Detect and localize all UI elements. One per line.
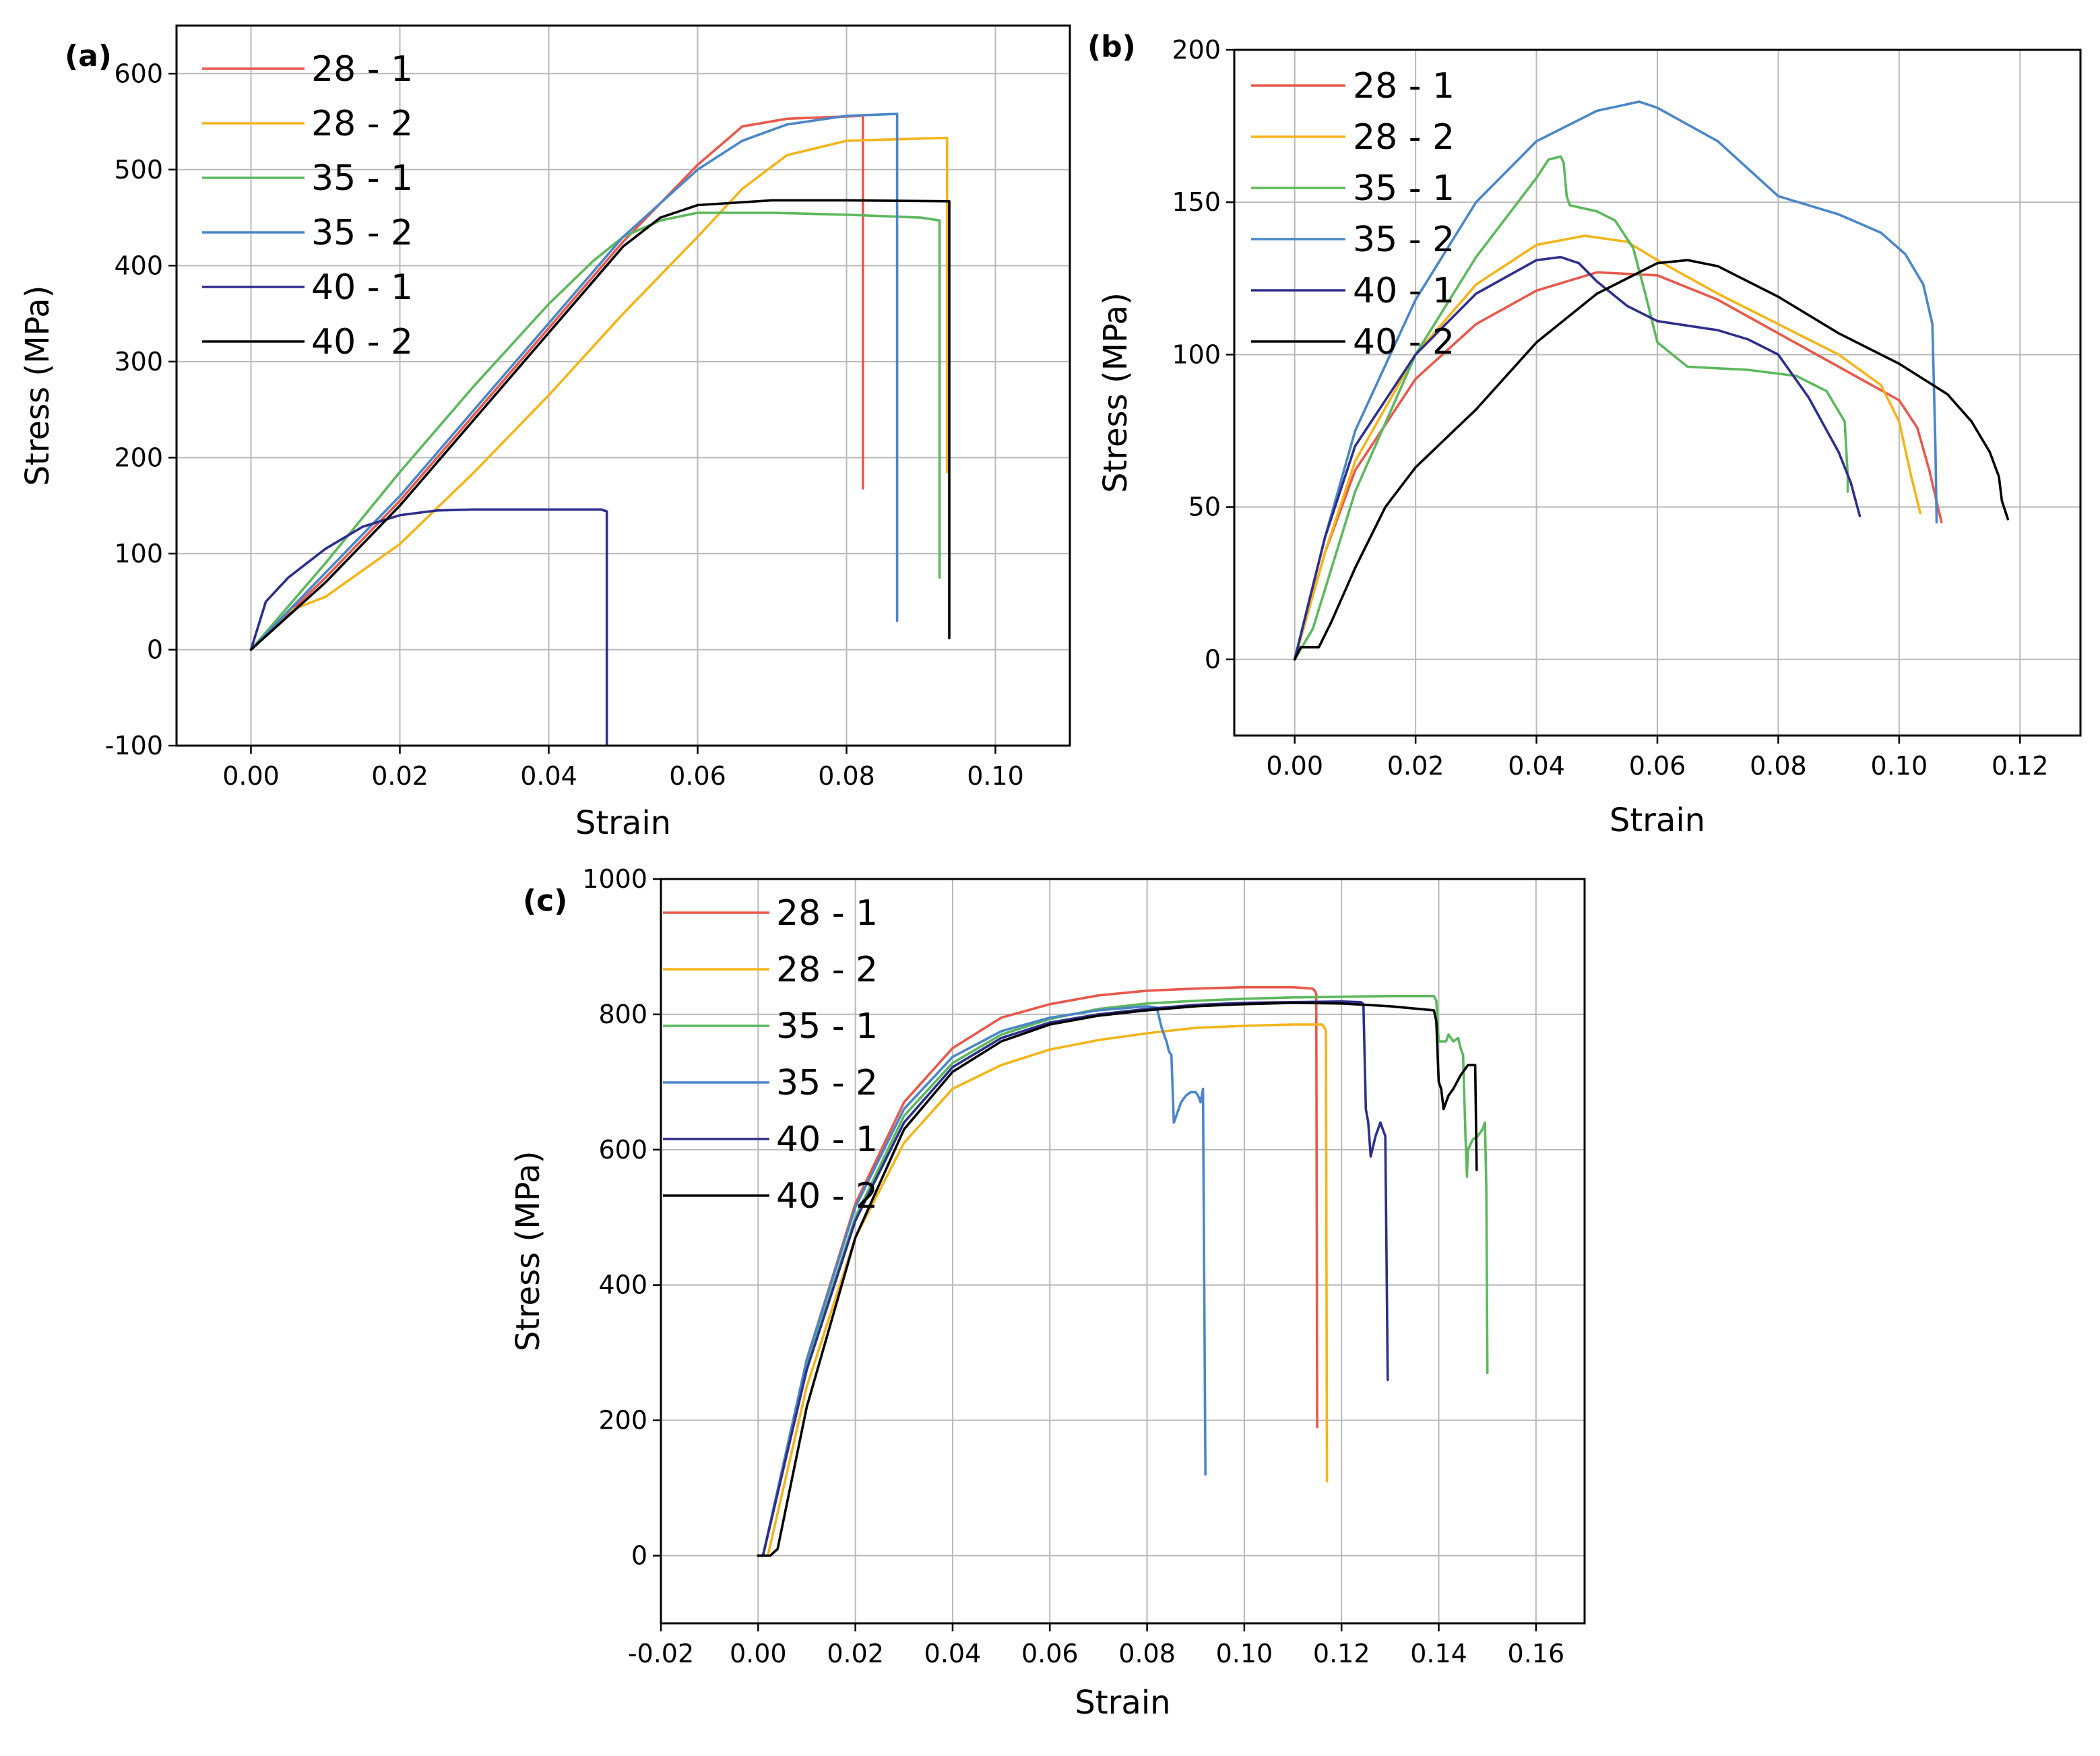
legend-label: 35 - 1 bbox=[776, 1006, 878, 1047]
x-tick-label: 0.02 bbox=[1387, 751, 1444, 781]
panel-b: 0.00 0.02 0.04 0.06 0.08 0.10 0.12 0 50 100 150 200… bbox=[1087, 30, 2082, 839]
y-tick-label: 800 bbox=[598, 1000, 647, 1029]
series-group bbox=[249, 112, 951, 746]
legend-label: 35 - 1 bbox=[311, 158, 413, 199]
legend-label: 35 - 2 bbox=[776, 1063, 878, 1103]
x-tick-label: 0.08 bbox=[1750, 751, 1807, 781]
panel-c: -0.02 0.00 0.02 0.04 0.06 0.08 0.10 0.12 0.14 0.1… bbox=[509, 864, 1586, 1722]
x-tick-label: 0.02 bbox=[827, 1639, 884, 1668]
series-line-40-1 bbox=[1293, 255, 1862, 661]
series-line-40-2 bbox=[757, 1002, 1478, 1557]
series-line-35-2 bbox=[1293, 100, 1938, 661]
plot-frame bbox=[1233, 48, 2082, 737]
panel-label: (a) bbox=[65, 39, 112, 73]
series-line-35-1 bbox=[1293, 155, 1849, 661]
legend: 28 - 1 28 - 2 35 - 1 35 - 2 40 - 1 40 - 2 bbox=[1251, 66, 1455, 362]
series-line-28-2 bbox=[249, 137, 949, 651]
y-tick-label: 600 bbox=[598, 1135, 647, 1165]
y-tick-label: 100 bbox=[114, 539, 163, 568]
legend: 28 - 1 28 - 2 35 - 1 35 - 2 40 - 1 40 - 2 bbox=[202, 49, 413, 362]
series-line-35-1 bbox=[249, 212, 941, 651]
plot-frame bbox=[660, 878, 1586, 1625]
panel-label: (c) bbox=[523, 884, 567, 918]
y-tick-label: 200 bbox=[598, 1406, 647, 1435]
x-axis-label: Strain bbox=[1610, 802, 1705, 839]
x-tick-label: 0.00 bbox=[222, 761, 280, 791]
x-tick-label: 0.08 bbox=[818, 761, 875, 791]
legend-label: 28 - 2 bbox=[311, 104, 413, 144]
series-line-40-1 bbox=[249, 508, 608, 746]
x-tick-label: 0.12 bbox=[1992, 751, 2049, 781]
legend-label: 40 - 2 bbox=[1353, 322, 1455, 362]
legend-label: 28 - 1 bbox=[311, 49, 413, 90]
legend-label: 28 - 2 bbox=[1353, 117, 1455, 158]
x-tick-label: 0.04 bbox=[520, 761, 577, 791]
x-axis-label: Strain bbox=[575, 804, 671, 842]
legend-label: 35 - 2 bbox=[311, 213, 413, 253]
legend-label: 40 - 2 bbox=[776, 1176, 878, 1216]
legend-label: 35 - 2 bbox=[1353, 220, 1455, 260]
x-tick-label: 0.08 bbox=[1118, 1639, 1176, 1668]
y-tick-label: 300 bbox=[114, 347, 163, 377]
series-line-28-2 bbox=[1293, 234, 1922, 661]
legend-label: 40 - 2 bbox=[311, 322, 413, 362]
series-line-35-1 bbox=[757, 995, 1489, 1557]
series-line-28-2 bbox=[757, 1023, 1329, 1557]
x-tick-label: 0.10 bbox=[967, 761, 1024, 791]
x-tick-label: 0.00 bbox=[730, 1639, 787, 1668]
x-axis-label: Strain bbox=[1075, 1684, 1170, 1722]
y-tick-label: 200 bbox=[114, 443, 163, 472]
y-tick-label: 100 bbox=[1172, 339, 1221, 369]
y-axis-label: Stress (MPa) bbox=[19, 286, 57, 486]
x-tick-label: 0.06 bbox=[669, 761, 726, 791]
legend-label: 40 - 1 bbox=[1353, 271, 1455, 311]
y-tick-label: 150 bbox=[1172, 187, 1221, 217]
y-tick-label: 600 bbox=[114, 59, 163, 88]
series-line-40-2 bbox=[249, 199, 951, 651]
x-tick-label: 0.06 bbox=[1021, 1639, 1079, 1668]
y-tick-label: -100 bbox=[105, 731, 163, 760]
y-tick-label: 50 bbox=[1188, 492, 1221, 522]
series-group bbox=[1293, 100, 2010, 661]
x-tick-label: 0.06 bbox=[1629, 751, 1686, 781]
y-tick-label: 400 bbox=[114, 251, 163, 280]
x-tick-label: 0.04 bbox=[1508, 751, 1565, 781]
panel-label: (b) bbox=[1087, 30, 1136, 64]
legend-label: 28 - 1 bbox=[1353, 66, 1455, 106]
x-tick-label: 0.12 bbox=[1313, 1639, 1370, 1668]
y-tick-label: 1000 bbox=[582, 864, 647, 894]
legend-label: 28 - 2 bbox=[776, 950, 878, 990]
series-line-28-1 bbox=[1293, 271, 1943, 661]
series-line-40-2 bbox=[1293, 259, 2010, 661]
y-tick-label: 0 bbox=[631, 1541, 647, 1571]
plot-frame bbox=[175, 24, 1071, 747]
y-tick-label: 400 bbox=[598, 1270, 647, 1300]
legend-label: 28 - 1 bbox=[776, 893, 878, 934]
y-tick-label: 500 bbox=[114, 155, 163, 185]
y-axis-label: Stress (MPa) bbox=[1097, 292, 1135, 493]
legend-label: 40 - 1 bbox=[311, 267, 413, 308]
y-tick-label: 0 bbox=[147, 635, 163, 664]
panel-a: 0.00 0.02 0.04 0.06 0.08 0.10 -100 0 100 200 300 40… bbox=[19, 24, 1071, 842]
x-tick-label: 0.16 bbox=[1508, 1639, 1565, 1668]
x-tick-label: 0.04 bbox=[924, 1639, 982, 1668]
y-tick-label: 0 bbox=[1205, 645, 1221, 674]
legend-label: 40 - 1 bbox=[776, 1119, 878, 1160]
legend-label: 35 - 1 bbox=[1353, 168, 1455, 209]
legend: 28 - 1 28 - 2 35 - 1 35 - 2 40 - 1 40 - 2 bbox=[663, 893, 878, 1216]
x-tick-label: 0.00 bbox=[1266, 751, 1323, 781]
series-line-35-2 bbox=[757, 1005, 1207, 1557]
series-line-35-2 bbox=[249, 112, 899, 651]
x-tick-label: 0.10 bbox=[1871, 751, 1928, 781]
y-axis-label: Stress (MPa) bbox=[509, 1151, 547, 1352]
x-tick-label: 0.14 bbox=[1410, 1639, 1467, 1668]
x-tick-label: -0.02 bbox=[628, 1639, 694, 1668]
series-group bbox=[757, 985, 1489, 1557]
x-tick-label: 0.02 bbox=[371, 761, 428, 791]
y-tick-label: 200 bbox=[1172, 35, 1221, 65]
x-tick-label: 0.10 bbox=[1216, 1639, 1273, 1668]
